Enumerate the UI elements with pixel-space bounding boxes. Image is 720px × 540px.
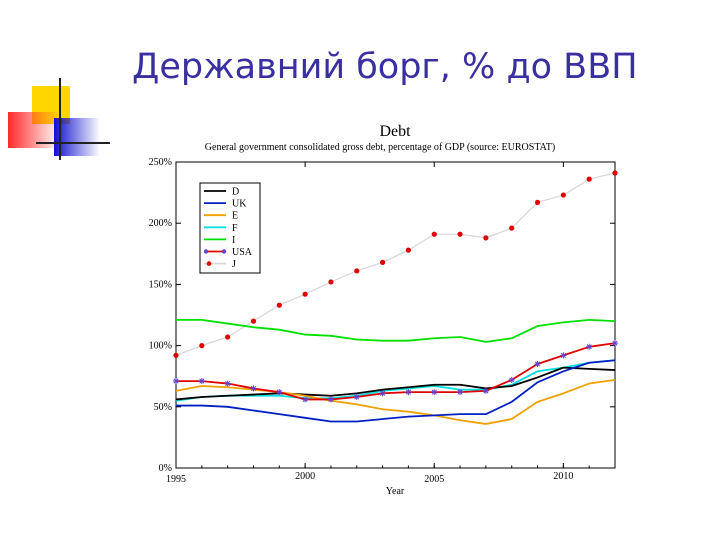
series-line-j (175, 172, 616, 356)
legend-label: D (232, 187, 239, 198)
legend-label: I (232, 235, 235, 246)
series-line-d (175, 366, 616, 401)
legend-item-j: J (204, 259, 236, 270)
y-tick-label: 150% (149, 279, 172, 290)
data-point-j (173, 352, 179, 358)
data-point-usa (586, 343, 593, 350)
data-point-usa (224, 380, 231, 387)
legend-marker (221, 249, 227, 254)
legend-item-usa: USA (203, 247, 253, 258)
x-axis-label: Year (386, 486, 405, 497)
chart-title: Debt (379, 123, 411, 140)
series-line-uk (176, 359, 616, 423)
y-tick-label: 100% (149, 341, 172, 352)
legend-label: E (232, 211, 238, 222)
data-point-usa (379, 390, 386, 397)
data-point-usa (612, 340, 618, 347)
data-point-usa (302, 396, 309, 403)
legend-label: J (232, 259, 236, 270)
data-point-j (612, 170, 618, 176)
data-point-usa (405, 389, 412, 396)
data-point-j (483, 235, 489, 241)
data-point-usa (560, 352, 567, 359)
legend-item-uk: UK (204, 199, 247, 210)
deco-blue-square (54, 118, 100, 156)
data-point-usa (250, 385, 257, 392)
data-point-j (586, 176, 592, 182)
data-point-j (379, 259, 386, 265)
data-point-usa (353, 394, 360, 401)
data-point-usa (534, 360, 541, 367)
x-tick-label: 2005 (424, 474, 444, 485)
data-point-usa (327, 396, 334, 403)
decorative-squares-logo (8, 78, 110, 160)
series-line-usa (176, 342, 616, 401)
series-line-f (175, 359, 616, 402)
plot-frame (175, 161, 616, 469)
x-tick-label: 2000 (295, 471, 315, 482)
data-point-j (328, 279, 334, 285)
data-point-j (354, 268, 360, 274)
data-point-j (276, 302, 282, 308)
legend-label: F (232, 223, 238, 234)
data-point-usa (431, 389, 438, 396)
y-tick-label: 50% (154, 402, 172, 413)
data-point-usa (508, 376, 515, 383)
legend-label: UK (232, 199, 247, 210)
legend-marker (206, 261, 212, 266)
y-tick-label: 0% (159, 463, 172, 474)
data-point-j (509, 225, 515, 231)
data-point-usa (276, 389, 283, 396)
data-point-usa (173, 378, 179, 385)
legend-marker (203, 249, 209, 254)
series-line-i (176, 318, 616, 343)
data-point-j (302, 291, 308, 297)
series-line-e (175, 378, 616, 425)
y-tick-label: 250% (149, 157, 172, 168)
data-point-usa (482, 387, 489, 394)
data-point-j (405, 247, 412, 253)
legend-item-d: D (204, 187, 239, 198)
y-tick-label: 200% (149, 218, 172, 229)
data-point-j (250, 318, 257, 324)
x-tick-label: 2010 (553, 471, 573, 482)
data-point-usa (198, 378, 205, 385)
legend-item-i: I (204, 235, 235, 246)
data-point-j (560, 192, 566, 198)
data-point-j (534, 199, 541, 205)
legend-label: USA (232, 247, 253, 258)
data-point-j (199, 343, 205, 349)
data-point-j (225, 334, 231, 340)
legend-item-f: F (204, 223, 238, 234)
data-point-j (457, 231, 463, 237)
x-tick-label: 1995 (166, 474, 186, 485)
slide-title: Державний борг, % до ВВП (132, 47, 638, 87)
data-point-j (431, 231, 437, 237)
legend-item-e: E (204, 211, 238, 222)
chart-subtitle: General government consolidated gross de… (205, 142, 555, 153)
data-point-usa (457, 389, 464, 396)
